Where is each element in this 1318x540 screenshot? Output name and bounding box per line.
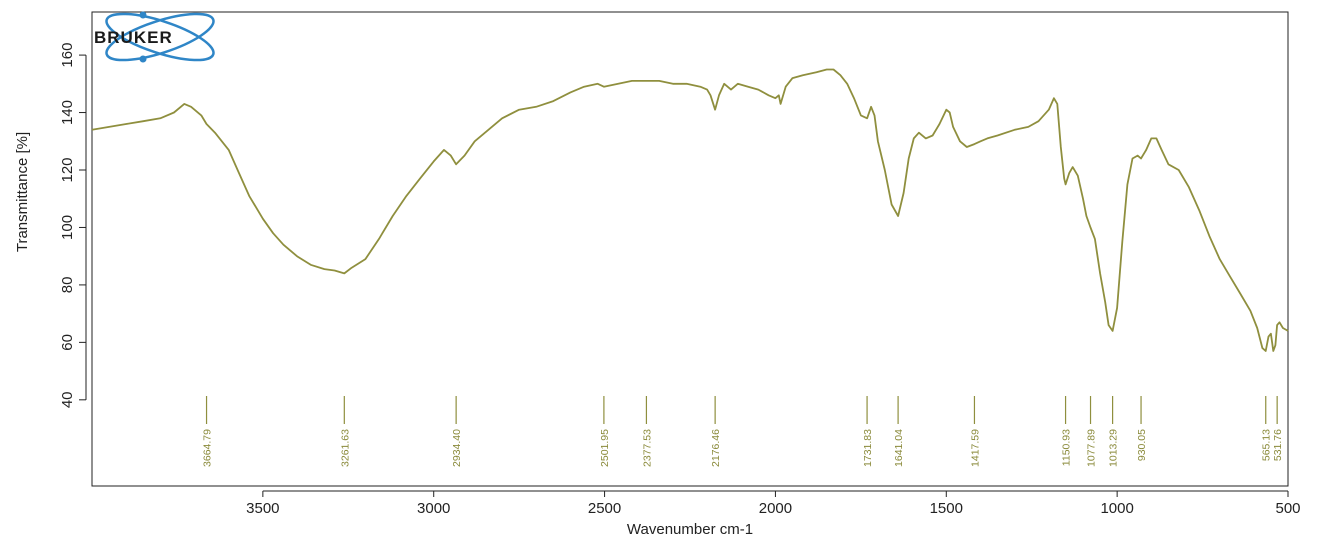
y-axis: 40 60 80 100 120 140 160 <box>59 43 87 408</box>
y-tick-label: 60 <box>59 334 76 351</box>
logo-dot-bottom <box>139 55 147 63</box>
peak-label: 1641.04 <box>893 429 905 467</box>
peak-label: 2176.46 <box>710 429 722 467</box>
y-tick-label: 120 <box>59 157 76 182</box>
x-tick-label: 2500 <box>588 500 621 517</box>
x-tick-label: 1000 <box>1100 500 1133 517</box>
peak-markers: 3664.79 3261.63 2934.40 2501.95 2377.53 2176.… <box>202 396 1284 467</box>
logo-orbit-2 <box>105 12 215 62</box>
peak-label: 1731.83 <box>862 429 874 467</box>
peak-label: 3261.63 <box>339 429 351 467</box>
x-tick-label: 500 <box>1275 500 1300 517</box>
peak-label: 1150.93 <box>1061 429 1073 466</box>
x-axis-title: Wavenumber cm-1 <box>627 521 753 538</box>
peak-label: 1013.29 <box>1108 429 1120 467</box>
y-tick-label: 100 <box>59 215 76 240</box>
logo-dot-top <box>139 11 147 19</box>
peak-label: 2377.53 <box>641 429 653 467</box>
x-axis: 3500 3000 2500 2000 1500 1000 500 <box>246 490 1301 517</box>
peak-label: 930.05 <box>1136 429 1148 461</box>
bruker-logo: BRUKER <box>94 11 215 63</box>
peak-label: 1417.59 <box>969 429 981 467</box>
x-tick-label: 2000 <box>759 500 792 517</box>
peak-label: 531.76 <box>1272 429 1284 461</box>
peak-label: 1077.89 <box>1086 429 1098 467</box>
y-tick-label: 80 <box>59 277 76 294</box>
logo-orbit-1 <box>105 12 215 62</box>
peak-label: 565.13 <box>1261 429 1273 461</box>
y-tick-label: 40 <box>59 391 76 408</box>
plot-frame <box>91 11 1289 487</box>
peak-label: 3664.79 <box>202 429 214 467</box>
peak-label: 2934.40 <box>451 429 463 467</box>
logo-text: BRUKER <box>94 28 173 47</box>
peak-label: 2501.95 <box>599 429 611 467</box>
x-tick-label: 3000 <box>417 500 450 517</box>
spectrum-line <box>91 68 1289 352</box>
y-tick-label: 160 <box>59 43 76 68</box>
x-tick-label: 3500 <box>246 500 279 517</box>
y-axis-title: Transmittance [%] <box>14 132 31 252</box>
x-tick-label: 1500 <box>930 500 963 517</box>
y-tick-label: 140 <box>59 100 76 125</box>
